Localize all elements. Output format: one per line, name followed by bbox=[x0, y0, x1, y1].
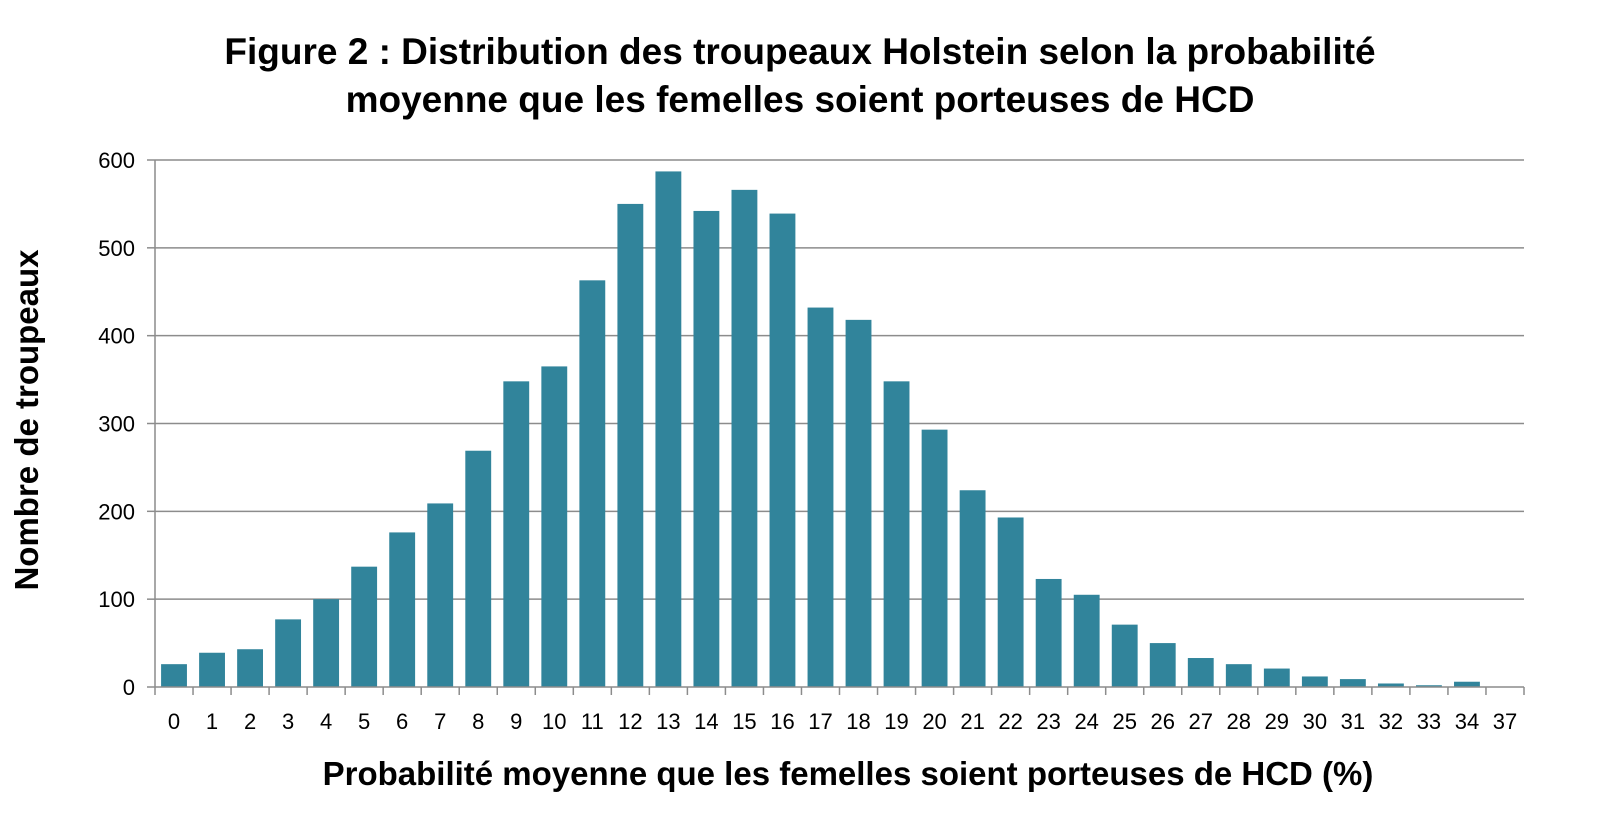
x-tick-label: 23 bbox=[1036, 709, 1060, 734]
bar bbox=[1187, 658, 1214, 687]
x-tick-label: 31 bbox=[1341, 709, 1365, 734]
x-tick-label: 19 bbox=[884, 709, 908, 734]
x-tick-label: 30 bbox=[1303, 709, 1327, 734]
bar bbox=[1377, 683, 1404, 687]
x-tick-label: 32 bbox=[1379, 709, 1403, 734]
x-tick-label: 1 bbox=[206, 709, 218, 734]
chart-title-line2: moyenne que les femelles soient porteuse… bbox=[345, 79, 1255, 120]
x-tick-label: 5 bbox=[358, 709, 370, 734]
bar bbox=[579, 280, 606, 687]
x-tick-label: 15 bbox=[732, 709, 756, 734]
bar bbox=[389, 532, 416, 687]
bar bbox=[655, 171, 682, 687]
bar bbox=[161, 664, 187, 687]
x-tick-label: 22 bbox=[998, 709, 1022, 734]
bar bbox=[845, 319, 872, 687]
x-tick-label: 17 bbox=[808, 709, 832, 734]
x-axis-title: Probabilité moyenne que les femelles soi… bbox=[323, 755, 1374, 792]
bar bbox=[807, 307, 834, 687]
bar bbox=[541, 366, 568, 687]
axes bbox=[154, 160, 1525, 695]
bar bbox=[1111, 624, 1138, 687]
y-axis-title: Nombre de troupeaux bbox=[8, 249, 45, 591]
x-tick-label: 21 bbox=[960, 709, 984, 734]
bar bbox=[959, 490, 986, 687]
bar bbox=[1073, 594, 1100, 687]
x-tick-label: 24 bbox=[1074, 709, 1098, 734]
bar bbox=[465, 450, 492, 687]
y-tick-label: 600 bbox=[98, 148, 135, 173]
x-tick-label: 27 bbox=[1189, 709, 1213, 734]
y-tick-label: 100 bbox=[98, 587, 135, 612]
x-tick-label: 18 bbox=[846, 709, 870, 734]
y-tick-label: 400 bbox=[98, 324, 135, 349]
x-tick-label: 10 bbox=[542, 709, 566, 734]
bar bbox=[313, 599, 340, 687]
bar bbox=[693, 210, 720, 687]
bar bbox=[1339, 679, 1366, 687]
x-tick-label: 16 bbox=[770, 709, 794, 734]
bar bbox=[1149, 643, 1176, 687]
bars bbox=[161, 171, 1480, 687]
x-tick-label: 33 bbox=[1417, 709, 1441, 734]
bar bbox=[427, 503, 454, 687]
x-tick-label: 37 bbox=[1493, 709, 1517, 734]
x-tick-label: 14 bbox=[694, 709, 718, 734]
x-tick-label: 2 bbox=[244, 709, 256, 734]
bar bbox=[1416, 685, 1442, 687]
chart-title: Figure 2 : Distribution des troupeaux Ho… bbox=[0, 28, 1600, 124]
y-tick-label: 200 bbox=[98, 499, 135, 524]
bar bbox=[503, 381, 530, 687]
bar bbox=[921, 429, 948, 687]
x-tick-label: 8 bbox=[472, 709, 484, 734]
y-tick-label: 500 bbox=[98, 236, 135, 261]
x-tick-label: 13 bbox=[656, 709, 680, 734]
bar bbox=[997, 517, 1024, 687]
x-tick-label: 0 bbox=[168, 709, 180, 734]
bar bbox=[769, 213, 796, 687]
x-tick-label: 7 bbox=[434, 709, 446, 734]
bar bbox=[1035, 578, 1062, 687]
bar bbox=[1454, 681, 1480, 687]
x-tick-label: 28 bbox=[1227, 709, 1251, 734]
y-tick-label: 300 bbox=[98, 412, 135, 437]
x-tick-label: 3 bbox=[282, 709, 294, 734]
chart-title-line1: Figure 2 : Distribution des troupeaux Ho… bbox=[224, 31, 1376, 72]
x-tick-label: 6 bbox=[396, 709, 408, 734]
y-tick-labels: 0 100 200 300 400 500 600 bbox=[98, 148, 135, 700]
x-tick-label: 29 bbox=[1265, 709, 1289, 734]
bar bbox=[617, 203, 644, 687]
bar bbox=[1225, 664, 1252, 687]
x-tick-label: 9 bbox=[510, 709, 522, 734]
x-tick-label: 4 bbox=[320, 709, 332, 734]
x-tick-label: 34 bbox=[1455, 709, 1479, 734]
x-tick-label: 11 bbox=[581, 709, 604, 734]
bar bbox=[1263, 668, 1290, 687]
x-tick-label: 12 bbox=[618, 709, 642, 734]
bar bbox=[1301, 676, 1328, 687]
bar bbox=[237, 649, 263, 687]
bar bbox=[199, 652, 225, 687]
x-tick-label: 20 bbox=[922, 709, 946, 734]
x-tick-label: 26 bbox=[1150, 709, 1174, 734]
bar bbox=[351, 566, 378, 687]
y-tick-label: 0 bbox=[123, 675, 135, 700]
bar bbox=[731, 189, 758, 687]
bar bbox=[883, 381, 910, 687]
x-tick-label: 25 bbox=[1112, 709, 1136, 734]
x-tick-labels: 0 1 2 3 4 5 6 7 8 9 10 11 12 13 14 15 16 17 18 19 20 21 22 23 24… bbox=[168, 709, 1517, 734]
gridlines bbox=[147, 159, 1524, 688]
bar bbox=[275, 619, 302, 687]
